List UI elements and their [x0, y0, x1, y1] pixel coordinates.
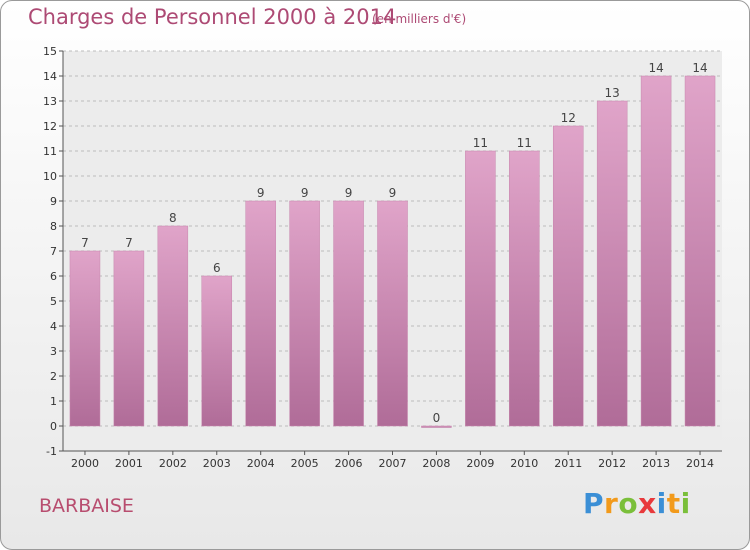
logo-letter: r: [604, 487, 619, 520]
logo-letter: P: [583, 487, 605, 520]
value-label: 9: [345, 186, 353, 200]
x-tick-label: 2004: [247, 457, 275, 470]
value-label: 13: [605, 86, 620, 100]
value-label: 14: [692, 61, 707, 75]
value-label: 6: [213, 261, 221, 275]
bar: [333, 200, 364, 427]
logo-letter: t: [666, 487, 681, 520]
x-tick-label: 2006: [335, 457, 363, 470]
y-tick-label: 2: [50, 370, 57, 383]
value-label: 9: [301, 186, 309, 200]
chart-subtitle: (en milliers d'€): [372, 12, 467, 26]
bar: [596, 100, 628, 427]
x-tick-label: 2003: [203, 457, 231, 470]
logo-letter: i: [656, 487, 667, 520]
value-label: 0: [433, 411, 441, 425]
x-tick-label: 2000: [71, 457, 99, 470]
x-tick-label: 2013: [642, 457, 670, 470]
y-tick-label: 12: [43, 120, 57, 133]
value-label: 12: [561, 111, 576, 125]
bar: [113, 250, 145, 427]
y-tick-label: 8: [50, 220, 57, 233]
commune-name: BARBAISE: [39, 495, 134, 517]
x-tick-label: 2007: [379, 457, 407, 470]
y-tick-label: 3: [50, 345, 57, 358]
proxiti-logo[interactable]: Proxiti: [583, 487, 691, 520]
y-tick-label: 14: [43, 70, 57, 83]
y-tick-label: 1: [50, 395, 57, 408]
value-label: 9: [389, 186, 397, 200]
x-tick-label: 2008: [422, 457, 450, 470]
bar: [377, 200, 408, 427]
x-tick-label: 2014: [686, 457, 714, 470]
x-tick-label: 2005: [291, 457, 319, 470]
value-label: 7: [81, 236, 89, 250]
y-tick-label: 7: [50, 245, 57, 258]
value-label: 14: [648, 61, 663, 75]
y-tick-label: 13: [43, 95, 57, 108]
value-label: 7: [125, 236, 133, 250]
y-tick-label: 0: [50, 420, 57, 433]
y-tick-label: -1: [46, 445, 57, 458]
logo-letter: o: [618, 487, 639, 520]
bar: [465, 150, 496, 427]
bar: [157, 225, 189, 427]
y-tick-label: 4: [50, 320, 57, 333]
value-label: 11: [473, 136, 488, 150]
x-tick-label: 2002: [159, 457, 187, 470]
value-label: 9: [257, 186, 265, 200]
bar: [684, 75, 716, 427]
bar: [245, 200, 276, 427]
x-tick-label: 2001: [115, 457, 143, 470]
y-tick-label: 6: [50, 270, 57, 283]
bar: [640, 75, 672, 427]
bar: [552, 125, 584, 427]
value-label: 11: [517, 136, 532, 150]
bar: [421, 425, 452, 428]
bar: [509, 150, 540, 427]
x-tick-label: 2011: [554, 457, 582, 470]
x-tick-label: 2009: [466, 457, 494, 470]
logo-letter: i: [680, 487, 691, 520]
y-tick-label: 5: [50, 295, 57, 308]
y-tick-label: 9: [50, 195, 57, 208]
x-tick-label: 2012: [598, 457, 626, 470]
y-tick-label: 11: [43, 145, 57, 158]
logo-letter: x: [638, 487, 657, 520]
y-tick-label: 10: [43, 170, 57, 183]
x-tick-label: 2010: [510, 457, 538, 470]
chart-title: Charges de Personnel 2000 à 2014: [28, 5, 397, 29]
bar: [201, 275, 233, 427]
bar: [69, 250, 101, 427]
y-tick-label: 15: [43, 45, 57, 58]
bar: [289, 200, 320, 427]
value-label: 8: [169, 211, 177, 225]
